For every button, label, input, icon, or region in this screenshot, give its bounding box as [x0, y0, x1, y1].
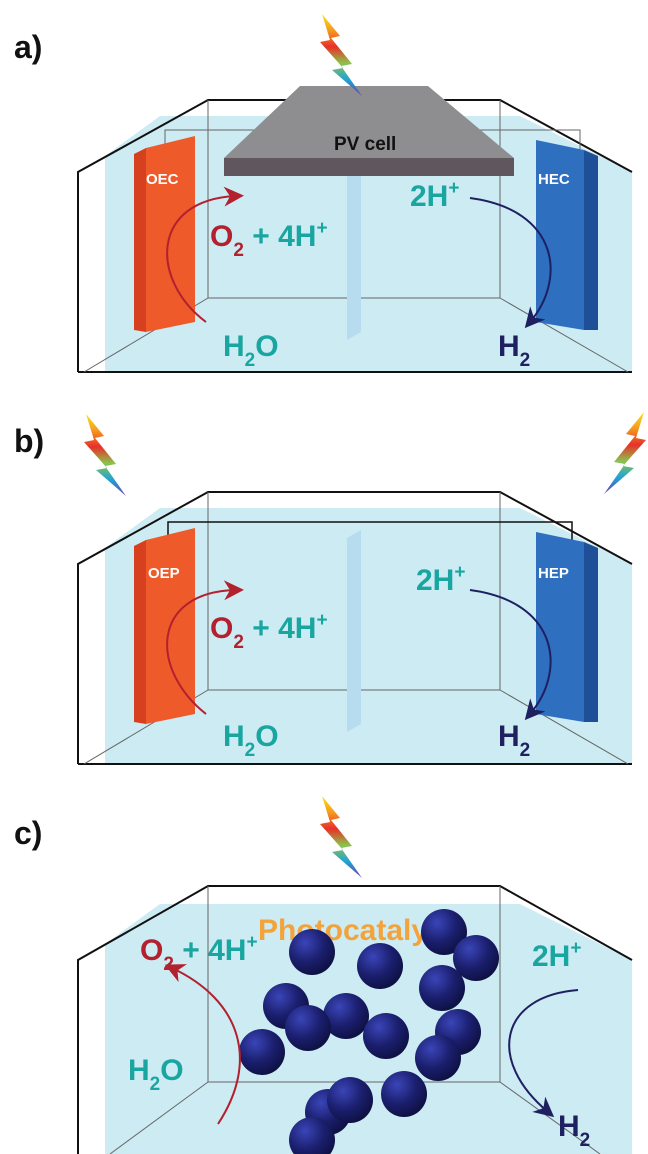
hydrogen-electrode: HEC [536, 140, 598, 330]
reduction-arrow [469, 589, 552, 721]
h2o-text: H2O [223, 720, 279, 761]
hep-label: HEP [538, 565, 569, 582]
oxidation-arrow [166, 580, 244, 715]
particle [239, 1029, 285, 1075]
particle [363, 1013, 409, 1059]
particle [415, 1035, 461, 1081]
particle [289, 929, 335, 975]
pv-cell-label: PV cell [334, 134, 396, 155]
reduction-arrow [508, 989, 579, 1118]
panel-b: b) OEP HEP O2 + 4H+ H2O 2H+ H2 [14, 412, 646, 765]
hydrogen-photoelectrode: HEP [536, 532, 598, 722]
membrane [347, 170, 361, 340]
panel-c: c) Photocatalyst [14, 796, 633, 1154]
particle [327, 1077, 373, 1123]
photocatalyst-particles [239, 909, 499, 1154]
particle [323, 993, 369, 1039]
particle [357, 943, 403, 989]
oec-label: OEC [146, 171, 179, 188]
particle [453, 935, 499, 981]
panel-b-label: b) [14, 423, 44, 459]
h2-text: H2 [498, 330, 530, 371]
proton-text: 2H+ [416, 562, 465, 597]
panel-c-label: c) [14, 815, 42, 851]
particle [381, 1071, 427, 1117]
oxidation-arrow [166, 186, 244, 323]
panel-a: a) OEC HEC PV cell [14, 14, 633, 373]
proton-text: 2H+ [410, 178, 459, 213]
membrane [347, 530, 361, 732]
proton-text: 2H+ [532, 938, 581, 973]
reduction-arrow [469, 197, 552, 329]
h2-text: H2 [498, 720, 530, 761]
o2-text: O2 + 4H+ [140, 932, 258, 975]
particle [285, 1005, 331, 1051]
lightning-bolt-icon [320, 796, 362, 878]
lightning-bolt-icon [320, 14, 362, 96]
o2-text: O2 + 4H+ [210, 218, 328, 261]
h2-text: H2 [558, 1110, 590, 1151]
h2o-text: H2O [128, 1054, 184, 1095]
oxidation-arrow [164, 964, 241, 1125]
h2o-text: H2O [223, 330, 279, 371]
hec-label: HEC [538, 171, 570, 188]
pv-cell: PV cell [224, 86, 514, 176]
lightning-bolt-icon [604, 412, 646, 494]
panel-a-label: a) [14, 29, 42, 65]
particle [419, 965, 465, 1011]
o2-text: O2 + 4H+ [210, 610, 328, 653]
particle [289, 1117, 335, 1154]
lightning-bolt-icon [84, 414, 126, 496]
particle [421, 909, 467, 955]
oep-label: OEP [148, 565, 180, 582]
